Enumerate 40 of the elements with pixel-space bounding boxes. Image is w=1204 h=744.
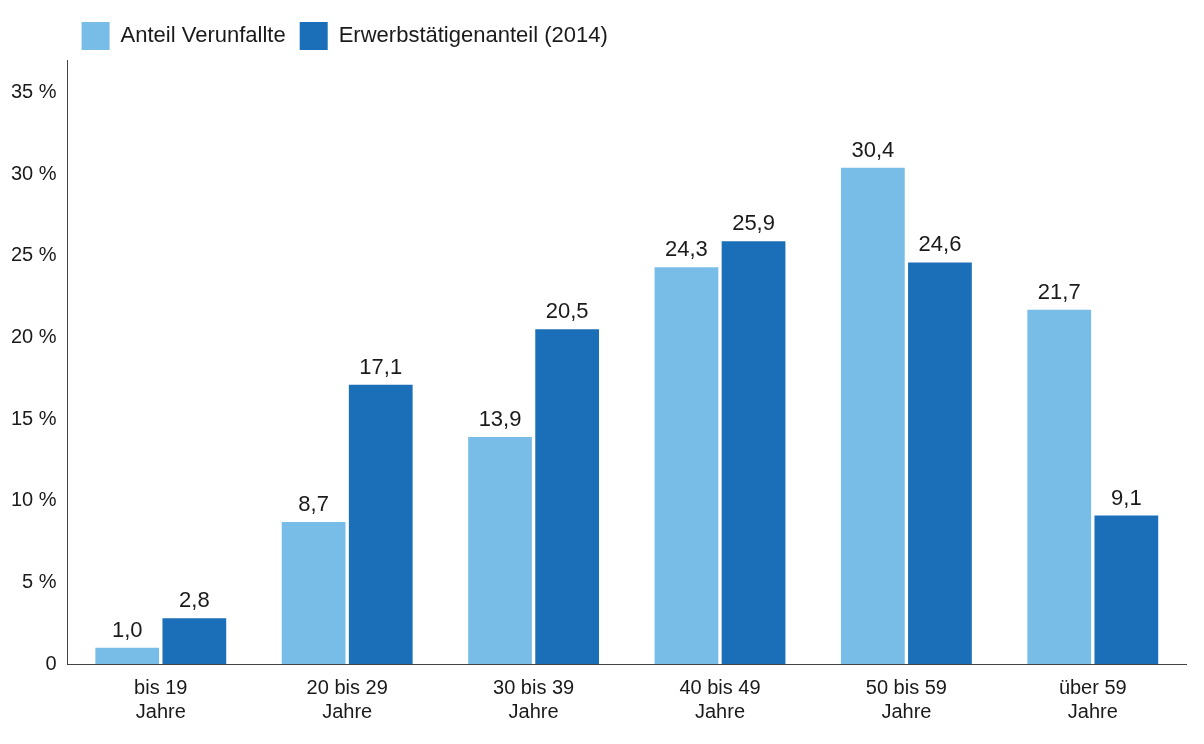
bar bbox=[348, 384, 413, 664]
y-tick-label: 0 bbox=[45, 651, 57, 674]
data-label: 2,8 bbox=[179, 587, 210, 613]
x-tick-label: über 59 Jahre bbox=[1058, 675, 1127, 722]
x-tick-label: 40 bis 49 Jahre bbox=[679, 675, 761, 722]
data-label: 24,3 bbox=[665, 236, 708, 262]
data-label: 13,9 bbox=[478, 406, 522, 432]
y-tick-label: 15 % bbox=[10, 406, 57, 429]
bar bbox=[535, 329, 600, 664]
y-tick-label: 25 % bbox=[10, 243, 57, 266]
y-tick-label: 5 % bbox=[22, 569, 57, 592]
x-tick-label: 50 bis 59 Jahre bbox=[865, 675, 947, 722]
data-label: 1,0 bbox=[111, 616, 143, 642]
legend-label: Erwerbstätigenanteil (2014) bbox=[338, 22, 608, 48]
bar bbox=[654, 267, 719, 664]
data-label: 30,4 bbox=[851, 136, 895, 162]
bar bbox=[1027, 309, 1092, 664]
bar bbox=[721, 241, 786, 664]
data-label: 21,7 bbox=[1037, 278, 1081, 304]
x-tick-label: 20 bis 29 Jahre bbox=[306, 675, 388, 722]
bar bbox=[840, 167, 905, 664]
bar bbox=[95, 647, 160, 664]
data-label: 8,7 bbox=[298, 491, 329, 517]
y-tick-label: 30 % bbox=[10, 161, 57, 184]
bar bbox=[1094, 515, 1159, 664]
data-label: 20,5 bbox=[545, 298, 589, 324]
y-tick-label: 20 % bbox=[10, 325, 57, 348]
y-tick-label: 10 % bbox=[10, 488, 57, 511]
bar bbox=[162, 618, 227, 664]
data-label: 9,1 bbox=[1111, 484, 1142, 510]
y-tick-label: 35 % bbox=[10, 80, 57, 103]
bar bbox=[908, 262, 972, 664]
x-tick-label: bis 19 Jahre bbox=[134, 675, 188, 722]
x-tick-label: 30 bis 39 Jahre bbox=[493, 675, 575, 722]
data-label: 25,9 bbox=[732, 210, 775, 236]
legend-label: Anteil Verunfallte bbox=[120, 22, 286, 48]
bar bbox=[281, 521, 346, 664]
data-label: 24,6 bbox=[918, 231, 962, 257]
data-label: 17,1 bbox=[359, 353, 403, 379]
bar bbox=[468, 437, 532, 664]
